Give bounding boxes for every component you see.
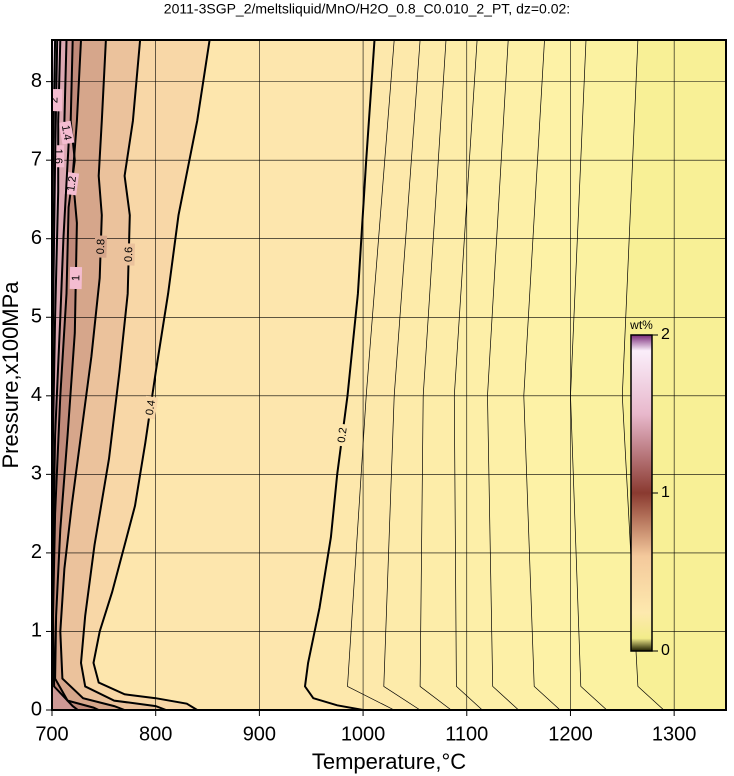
contour-label: 1 xyxy=(70,275,82,281)
contour-label-box xyxy=(64,172,80,196)
y-tick-label: 8 xyxy=(31,70,42,92)
colorbar-tick-label: 1 xyxy=(661,484,670,501)
contour-label-group: 0.6 xyxy=(122,243,136,266)
plot-frame xyxy=(51,39,727,711)
contour-label-group: 2 xyxy=(48,88,61,112)
contour-label: 1.4 xyxy=(59,124,73,141)
x-tick-label: 1300 xyxy=(652,723,697,745)
contour-line xyxy=(453,40,483,710)
contour-label-box xyxy=(122,243,136,266)
contour-label: 1.6 xyxy=(52,149,64,164)
y-axis-label: Pressure,x100MPa xyxy=(0,281,23,469)
y-tick-label: 2 xyxy=(31,541,42,563)
contour-label: 0.6 xyxy=(123,247,135,263)
y-tick-label: 1 xyxy=(31,620,42,642)
contour-label-box xyxy=(142,395,159,420)
contour-label-box xyxy=(52,88,61,112)
x-tick-label: 1200 xyxy=(548,723,593,745)
contour-label-box xyxy=(94,235,108,258)
contour-line xyxy=(383,40,421,710)
contour-line xyxy=(621,40,665,710)
x-tick-label: 800 xyxy=(139,723,172,745)
x-axis-label: Temperature,°C xyxy=(312,749,466,774)
colorbar-tick-label: 2 xyxy=(661,326,670,343)
contour-line xyxy=(52,40,79,710)
x-tick-label: 900 xyxy=(243,723,276,745)
contour-label-box xyxy=(58,120,75,145)
contour-label: 0.4 xyxy=(144,399,158,416)
contour-label-box xyxy=(69,266,83,290)
y-tick-label: 3 xyxy=(31,463,42,485)
plot-area: 0.20.40.60.811.21.41.61.82 xyxy=(48,40,726,710)
chart-title: 2011-3SGP_2/meltsliquid/MnO/H2O_0.8_C0.0… xyxy=(164,1,570,17)
y-tick-label: 4 xyxy=(31,384,42,406)
x-tick-label: 700 xyxy=(35,723,68,745)
contour-line xyxy=(59,40,125,710)
contour-label-group: 0.4 xyxy=(142,395,159,420)
contour-label: 2 xyxy=(48,97,60,103)
contour-label-group: 1 xyxy=(69,266,83,290)
contour-line xyxy=(303,40,376,710)
contour-label-group: 0.2 xyxy=(334,423,350,447)
colorbar-tick-label: 0 xyxy=(661,642,670,659)
contour-line xyxy=(347,40,395,710)
colorbar xyxy=(630,334,653,652)
y-tick-label: 0 xyxy=(31,698,42,720)
contour-label-group: 0.8 xyxy=(94,235,108,258)
contour-label-group: 1.2 xyxy=(64,172,80,196)
y-tick-label: 6 xyxy=(31,227,42,249)
contour-line xyxy=(570,40,608,710)
contour-label: 1.2 xyxy=(65,175,79,192)
y-tick-label: 7 xyxy=(31,148,42,170)
contour-line xyxy=(419,40,452,710)
contour-line xyxy=(92,40,211,710)
y-tick-label: 5 xyxy=(31,306,42,328)
colorbar-label: wt% xyxy=(629,318,653,332)
contour-label-box xyxy=(334,423,350,447)
contour-label: 0.8 xyxy=(95,239,107,255)
contour-line xyxy=(79,40,167,710)
axes: 700 800 900 1000 1100 1200 1300 0 1 2 3 4 5 6 7 8 wt% 0 1 2 xyxy=(31,39,727,745)
x-tick-label: 1100 xyxy=(445,723,488,745)
contour-line xyxy=(487,40,519,710)
contour-label-group: 1.4 xyxy=(58,120,75,145)
x-tick-label: 1000 xyxy=(341,723,386,745)
contour-line xyxy=(523,40,561,710)
contour-label: 0.2 xyxy=(336,427,350,444)
